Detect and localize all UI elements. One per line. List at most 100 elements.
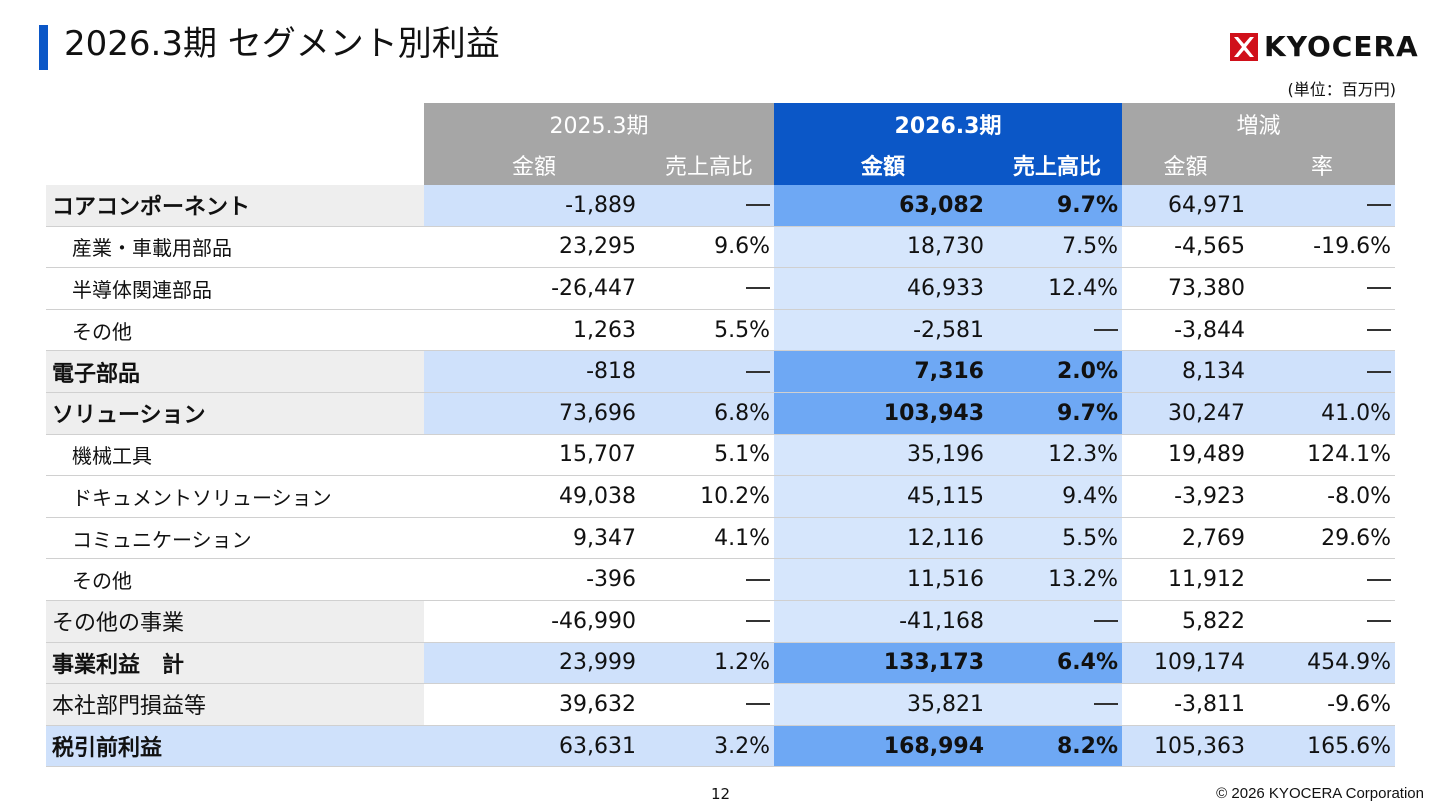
- cell-amount-2025: 1,263: [573, 317, 636, 343]
- row-label: その他: [46, 309, 424, 351]
- cell-amount-change: 73,380: [1168, 275, 1245, 301]
- header-amount-2025: 金額: [424, 144, 644, 185]
- cell-amount-2026: -41,168: [774, 600, 992, 642]
- segment-profit-table: 2025.3期 2026.3期 増減 金額 売上高比 金額 売上高比 金額 率 …: [46, 103, 1395, 768]
- cell-amount-2026: 35,821: [774, 684, 992, 725]
- cell-amount-2026: 45,115: [774, 476, 992, 517]
- row-label: 機械工具: [46, 434, 424, 476]
- cell-amount-change: 11,912: [1168, 567, 1245, 593]
- cell-amount-change: -3,811: [1174, 691, 1245, 717]
- cell-ratio-2026: —: [992, 600, 1122, 642]
- row-label: 本社部門損益等: [46, 684, 424, 725]
- dash-mark: —: [1094, 329, 1118, 332]
- kyocera-logo: KYOCERA: [1230, 30, 1419, 63]
- row-label: その他: [46, 559, 424, 600]
- table-row: 事業利益 計 23,999 1.2% 133,173 6.4% 109,174 454.9%: [46, 642, 1395, 685]
- dash-mark: —: [1367, 578, 1391, 581]
- dash-mark: —: [1367, 287, 1391, 290]
- cell-ratio-2025: —: [644, 684, 774, 725]
- cell-ratio-2026: 9.4%: [992, 476, 1122, 517]
- cell-amount-change: 30,247: [1122, 392, 1249, 434]
- table-group-header-row: 2025.3期 2026.3期 増減: [46, 103, 1395, 144]
- cell-ratio-2025: —: [644, 559, 774, 600]
- cell-rate-change: 124.1%: [1307, 442, 1391, 468]
- cell-ratio-2025: 5.1%: [714, 442, 770, 468]
- table-row: 本社部門損益等 39,632 — 35,821 — -3,811 -9.6%: [46, 684, 1395, 726]
- cell-amount-2025: -818: [424, 351, 644, 392]
- cell-amount-change: 8,134: [1122, 351, 1249, 392]
- cell-ratio-2025: 5.5%: [714, 317, 770, 343]
- table-row: 産業・車載用部品 23,295 9.6% 18,730 7.5% -4,565 -19.6%: [46, 226, 1395, 269]
- dash-mark: —: [1094, 703, 1118, 706]
- cell-amount-change: -4,565: [1174, 234, 1245, 260]
- cell-amount-2025: 15,707: [559, 442, 636, 468]
- dash-mark: —: [746, 620, 770, 623]
- header-amount-2026: 金額: [774, 144, 992, 185]
- cell-ratio-2025: 1.2%: [644, 642, 774, 684]
- cell-amount-2026: 7,316: [774, 351, 992, 392]
- cell-rate-change: —: [1249, 310, 1395, 351]
- cell-rate-change: —: [1249, 268, 1395, 309]
- cell-amount-2026: 11,516: [774, 559, 992, 600]
- dash-mark: —: [746, 703, 770, 706]
- table-row: その他の事業 -46,990 — -41,168 — 5,822 —: [46, 600, 1395, 643]
- cell-amount-change: 109,174: [1122, 642, 1249, 684]
- cell-ratio-2026: 13.2%: [992, 559, 1122, 600]
- cell-ratio-2026: 9.7%: [992, 392, 1122, 434]
- cell-amount-change: 19,489: [1168, 442, 1245, 468]
- cell-amount-2025: -396: [586, 567, 636, 593]
- cell-ratio-2025: 9.6%: [714, 234, 770, 260]
- cell-ratio-2026: 7.5%: [992, 226, 1122, 268]
- cell-amount-2026: 46,933: [774, 268, 992, 309]
- cell-ratio-2026: 6.4%: [992, 642, 1122, 684]
- cell-amount-2025: 39,632: [559, 691, 636, 717]
- cell-ratio-2026: —: [992, 684, 1122, 725]
- row-label: 電子部品: [46, 351, 424, 392]
- cell-ratio-2026: 9.7%: [992, 185, 1122, 226]
- cell-amount-2025: -46,990: [551, 608, 636, 634]
- cell-amount-2026: 63,082: [774, 185, 992, 226]
- cell-ratio-2026: 12.4%: [992, 268, 1122, 309]
- cell-ratio-2025: —: [644, 601, 774, 642]
- cell-rate-change: 165.6%: [1249, 725, 1395, 767]
- row-label: ドキュメントソリューション: [46, 476, 424, 517]
- header-ratio-2025: 売上高比: [644, 144, 774, 185]
- cell-ratio-2025: 3.2%: [644, 725, 774, 767]
- dash-mark: —: [746, 287, 770, 290]
- header-change: 増減: [1122, 103, 1395, 144]
- row-label: 事業利益 計: [46, 642, 424, 684]
- cell-amount-2025: 9,347: [573, 525, 636, 551]
- header-rate-change: 率: [1249, 144, 1395, 185]
- cell-ratio-2025: 4.1%: [714, 525, 770, 551]
- cell-amount-2025: 49,038: [559, 483, 636, 509]
- row-label: その他の事業: [46, 600, 424, 642]
- cell-ratio-2025: —: [644, 351, 774, 392]
- cell-ratio-2025: 10.2%: [700, 483, 770, 509]
- dash-mark: —: [746, 370, 770, 373]
- dash-mark: —: [1094, 620, 1118, 623]
- cell-ratio-2026: 2.0%: [992, 351, 1122, 392]
- header-empty-cell: [46, 103, 424, 144]
- dash-mark: —: [1367, 370, 1391, 373]
- unit-label: (単位：百万円): [1287, 80, 1397, 99]
- row-label: コミュニケーション: [46, 517, 424, 559]
- cell-amount-2025: -1,889: [424, 185, 644, 226]
- title-accent-bar: [39, 25, 48, 70]
- cell-amount-2025: 23,295: [559, 234, 636, 260]
- dash-mark: —: [1367, 620, 1391, 623]
- cell-amount-change: -3,844: [1174, 317, 1245, 343]
- row-label: 半導体関連部品: [46, 268, 424, 309]
- cell-rate-change: -19.6%: [1313, 234, 1391, 260]
- cell-rate-change: -8.0%: [1327, 483, 1391, 509]
- page-title: 2026.3期 セグメント別利益: [64, 24, 500, 64]
- header-ratio-2026: 売上高比: [992, 144, 1122, 185]
- cell-amount-2026: 18,730: [774, 226, 992, 268]
- table-row: 機械工具 15,707 5.1% 35,196 12.3% 19,489 124.1%: [46, 434, 1395, 477]
- dash-mark: —: [746, 578, 770, 581]
- cell-rate-change: 41.0%: [1249, 392, 1395, 434]
- page-number: 12: [711, 785, 731, 803]
- table-row: 税引前利益 63,631 3.2% 168,994 8.2% 105,363 165.6%: [46, 725, 1395, 768]
- copyright: © 2026 KYOCERA Corporation: [1216, 785, 1424, 802]
